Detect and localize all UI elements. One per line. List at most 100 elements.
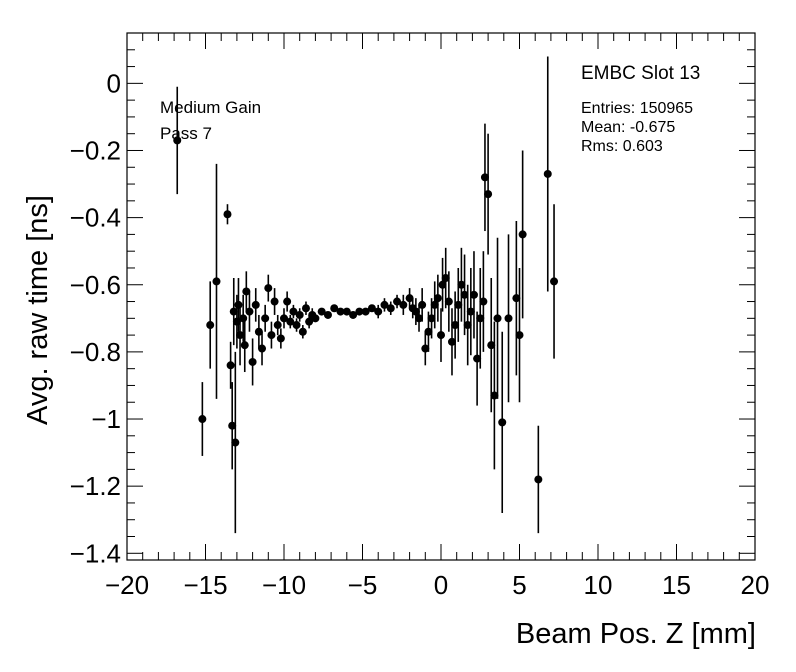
data-point [367, 304, 376, 313]
data-point [267, 331, 276, 340]
data-point [415, 314, 424, 323]
data-point [223, 210, 232, 219]
data-point [240, 341, 249, 350]
slot-title: EMBC Slot 13 [581, 63, 701, 84]
tick-layer [126, 32, 756, 560]
data-point [498, 418, 507, 427]
data-point [198, 415, 207, 424]
data-point [479, 297, 488, 306]
x-tick-label: −5 [348, 570, 378, 600]
data-point [298, 327, 307, 336]
data-point [342, 307, 351, 316]
data-point [411, 307, 420, 316]
data-point [229, 307, 238, 316]
data-point [386, 304, 395, 313]
x-tick-label: −20 [105, 570, 149, 600]
data-point [292, 321, 301, 330]
data-point [283, 297, 292, 306]
data-point [473, 354, 482, 363]
data-point [543, 169, 552, 178]
stat-mean: Mean: -0.675 [581, 119, 676, 136]
x-tick-label: −15 [183, 570, 227, 600]
data-point [433, 294, 442, 303]
data-point [437, 331, 445, 340]
data-point [380, 300, 389, 309]
data-point [361, 307, 370, 316]
data-point [236, 331, 245, 340]
data-point [444, 297, 453, 306]
data-point [460, 290, 469, 299]
tick-label-layer: −20 −15 −10 −5 0 5 10 15 20 0 −0.2 −0.4 −0.6 −0.8 −1 −1… [70, 68, 770, 600]
data-point [226, 361, 235, 370]
data-point [248, 357, 257, 366]
data-point [484, 190, 493, 199]
data-point [515, 331, 524, 340]
y-tick-label: −0.4 [70, 203, 121, 233]
data-point [264, 284, 273, 293]
data-point [480, 173, 489, 182]
x-axis-label: Beam Pos. Z [mm] [515, 618, 756, 650]
data-point [424, 327, 433, 336]
y-tick-label: −1 [91, 404, 121, 434]
data-point [323, 310, 332, 319]
data-point [490, 391, 499, 400]
data-point [336, 307, 345, 316]
data-point [317, 307, 326, 316]
data-point [451, 321, 460, 330]
data-point [276, 334, 285, 343]
data-point [311, 314, 320, 323]
data-point [251, 300, 260, 309]
data-point [504, 314, 513, 323]
data-point [421, 344, 430, 353]
data-point [427, 314, 436, 323]
y-tick-label: −0.2 [70, 135, 121, 165]
data-point [518, 230, 527, 239]
data-point [280, 314, 288, 323]
data-layer [173, 56, 559, 534]
y-axis-label: Avg. raw time [ns] [22, 195, 54, 425]
data-point [228, 421, 237, 430]
data-point [430, 300, 439, 309]
data-point [286, 317, 295, 326]
data-point [441, 274, 450, 283]
data-point [301, 304, 310, 313]
stat-rms: Rms: 0.603 [581, 138, 663, 155]
data-point [466, 307, 475, 316]
data-point [173, 136, 182, 145]
data-point [438, 280, 447, 289]
x-tick-label: −10 [262, 570, 306, 600]
data-point [239, 314, 248, 323]
stat-entries: Entries: 150965 [581, 100, 694, 117]
data-point [234, 300, 243, 309]
data-point [405, 294, 414, 303]
y-tick-label: −1.4 [70, 538, 121, 568]
data-point [254, 327, 263, 336]
x-tick-label: 15 [662, 570, 691, 600]
data-point [355, 307, 364, 316]
data-point [463, 321, 472, 330]
data-point [374, 307, 383, 316]
gain-annotation: Medium Gain [160, 98, 262, 117]
data-point [273, 321, 282, 330]
data-point [476, 314, 485, 323]
data-point [212, 277, 221, 286]
data-point [457, 280, 466, 289]
data-point [493, 314, 502, 323]
data-point [487, 341, 496, 350]
data-point [512, 294, 521, 303]
data-point [399, 300, 408, 309]
data-point [393, 297, 402, 306]
data-point [534, 475, 543, 484]
data-point [447, 337, 456, 346]
y-tick-label: −0.8 [70, 337, 121, 367]
data-point [231, 438, 240, 447]
data-point [550, 277, 559, 286]
data-point [245, 307, 254, 316]
data-point [349, 310, 358, 319]
data-point [261, 314, 270, 323]
data-point [289, 307, 298, 316]
data-point [242, 287, 251, 296]
x-tick-label: 10 [584, 570, 613, 600]
data-point [206, 321, 215, 330]
y-tick-label: 0 [107, 68, 121, 98]
